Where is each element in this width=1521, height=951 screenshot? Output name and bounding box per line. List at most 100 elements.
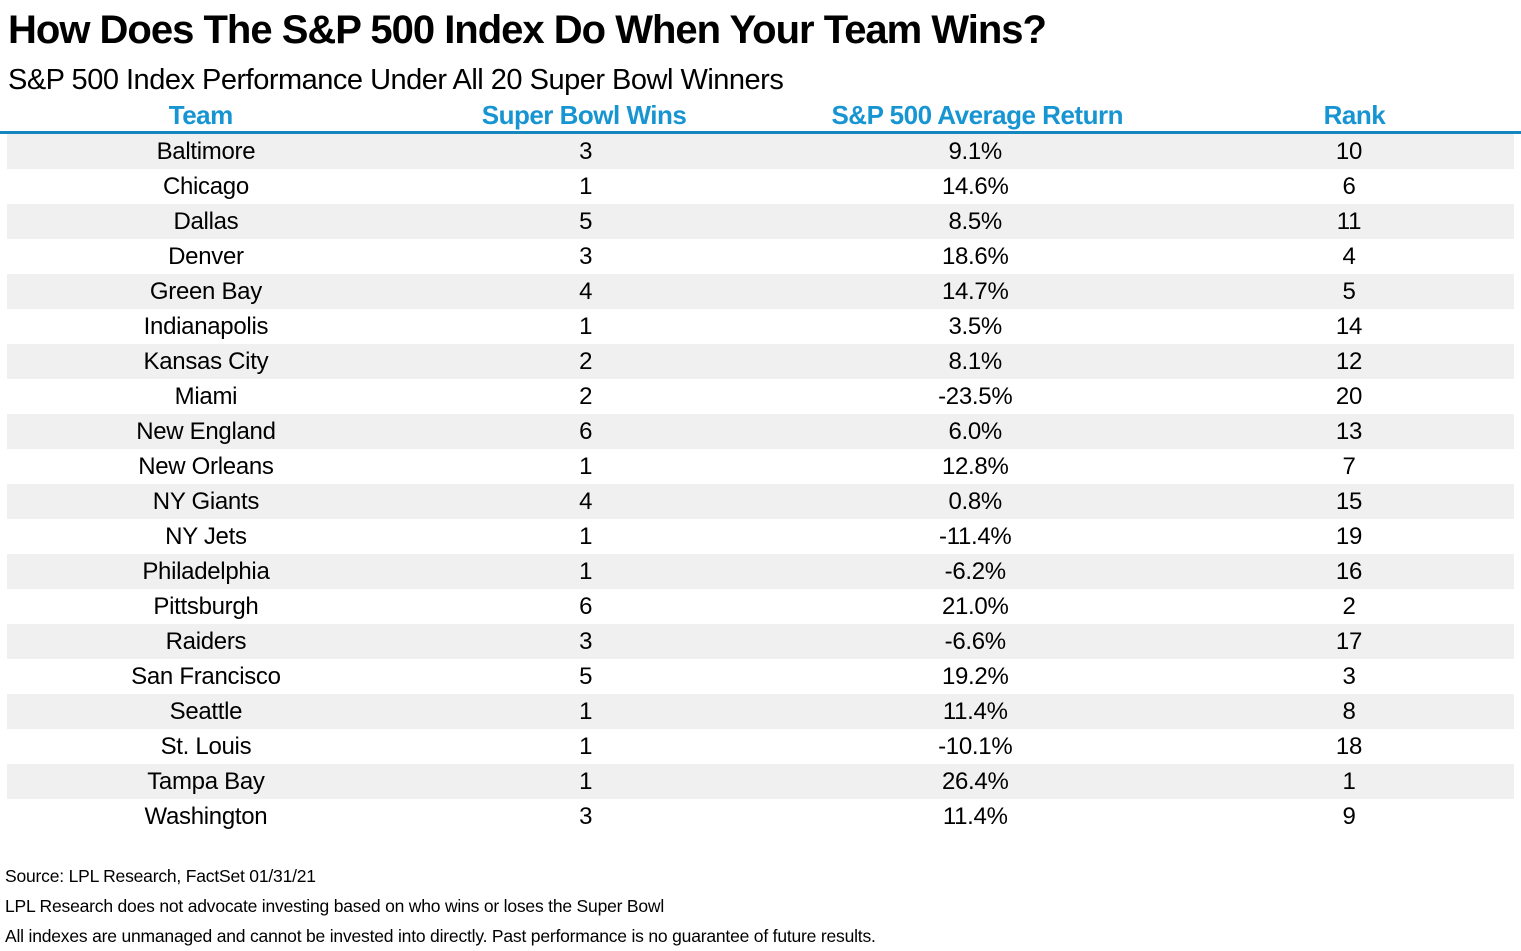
table-cell-team: Chicago [162, 172, 249, 200]
table-cell-team: Green Bay [149, 277, 262, 305]
table-row: New Orleans 1 12.8% 7 [7, 449, 1514, 484]
table-cell-team: Philadelphia [142, 557, 270, 585]
table-cell-wins: 1 [579, 767, 593, 795]
table-cell-team: Dallas [173, 207, 239, 235]
table-cell-team: Pittsburgh [153, 592, 259, 620]
table-row: Miami 2 -23.5% 20 [7, 379, 1514, 414]
table-cell-wins: 5 [579, 207, 593, 235]
table-cell-return: -11.4% [939, 522, 1012, 550]
table-cell-team: NY Giants [152, 487, 260, 515]
table-cell-rank: 10 [1335, 137, 1363, 165]
table-cell-return: -10.1% [938, 732, 1013, 760]
table-row: Green Bay 4 14.7% 5 [7, 274, 1514, 309]
table-row: Tampa Bay 1 26.4% 1 [7, 764, 1514, 799]
table-cell-team: Denver [168, 242, 244, 270]
table-cell-return: 26.4% [941, 767, 1009, 795]
table-cell-rank: 3 [1342, 662, 1356, 690]
header-cell-rank: Rank [1323, 100, 1386, 130]
table-cell-return: 3.5% [948, 312, 1002, 340]
footer-source: Source: LPL Research, FactSet 01/31/21 [5, 866, 316, 886]
table-body: Baltimore 3 9.1% 10 Chicago 1 14.6% 6 Dallas 5 8.5… [0, 134, 1521, 834]
table-cell-wins: 6 [579, 592, 593, 620]
table-cell-return: -23.5% [938, 382, 1013, 410]
table-cell-team: Kansas City [143, 347, 269, 375]
table-row: Chicago 1 14.6% 6 [7, 169, 1514, 204]
table-row: Seattle 1 11.4% 8 [7, 694, 1514, 729]
table-cell-return: 8.5% [948, 207, 1002, 235]
table-cell-wins: 5 [579, 662, 593, 690]
table-cell-team: Tampa Bay [147, 767, 265, 795]
table-row: San Francisco 5 19.2% 3 [7, 659, 1514, 694]
footer-disclaimer-2: All indexes are unmanaged and cannot be … [5, 926, 876, 946]
table-cell-rank: 2 [1342, 592, 1356, 620]
table-cell-rank: 13 [1335, 417, 1363, 445]
table-cell-wins: 1 [579, 557, 593, 585]
header-cell-super-bowl-wins: Super Bowl Wins [481, 100, 687, 130]
table-row: Washington 3 11.4% 9 [7, 799, 1514, 834]
table-cell-rank: 7 [1342, 452, 1356, 480]
table-cell-wins: 2 [579, 382, 593, 410]
table-cell-wins: 1 [579, 522, 593, 550]
table-cell-wins: 1 [579, 172, 593, 200]
table-cell-rank: 14 [1335, 312, 1363, 340]
table-row: St. Louis 1 -10.1% 18 [7, 729, 1514, 764]
header-cell-average-return: S&P 500 Average Return [831, 100, 1123, 130]
table-cell-team: New England [136, 417, 276, 445]
table-row: Denver 3 18.6% 4 [7, 239, 1514, 274]
table-cell-team: Miami [174, 382, 238, 410]
table-row: Baltimore 3 9.1% 10 [7, 134, 1514, 169]
table-cell-wins: 3 [579, 242, 593, 270]
table-cell-team: San Francisco [131, 662, 281, 690]
table-cell-team: Seattle [169, 697, 243, 725]
table-cell-rank: 8 [1342, 697, 1356, 725]
table-cell-return: -6.6% [944, 627, 1007, 655]
table-row: Raiders 3 -6.6% 17 [7, 624, 1514, 659]
table-cell-wins: 4 [579, 277, 593, 305]
table-cell-wins: 2 [579, 347, 593, 375]
table-cell-rank: 6 [1342, 172, 1356, 200]
table-row: Philadelphia 1 -6.2% 16 [7, 554, 1514, 589]
table-cell-wins: 3 [579, 627, 593, 655]
table-cell-rank: 15 [1335, 487, 1363, 515]
table-row: New England 6 6.0% 13 [7, 414, 1514, 449]
footer-disclaimer-1: LPL Research does not advocate investing… [5, 896, 665, 916]
footer: Source: LPL Research, FactSet 01/31/21 L… [5, 861, 1521, 951]
page-subtitle: S&P 500 Index Performance Under All 20 S… [8, 64, 784, 96]
table-row: Pittsburgh 6 21.0% 2 [7, 589, 1514, 624]
table-cell-return: 21.0% [941, 592, 1009, 620]
page-title: How Does The S&P 500 Index Do When Your … [8, 8, 1047, 52]
table-cell-rank: 17 [1335, 627, 1363, 655]
table-cell-team: Raiders [165, 627, 247, 655]
table-cell-rank: 4 [1342, 242, 1356, 270]
table-cell-rank: 11 [1336, 207, 1362, 235]
table-cell-rank: 20 [1335, 382, 1363, 410]
table-cell-team: Washington [144, 802, 268, 830]
table-cell-wins: 1 [579, 697, 593, 725]
page: How Does The S&P 500 Index Do When Your … [0, 7, 1521, 951]
table-cell-return: 0.8% [948, 487, 1002, 515]
table-cell-return: 9.1% [948, 137, 1002, 165]
table-cell-rank: 12 [1335, 347, 1363, 375]
table-header-row: Team Super Bowl Wins S&P 500 Average Ret… [0, 100, 1521, 134]
table-cell-return: 11.4% [942, 802, 1008, 830]
table-cell-team: NY Jets [165, 522, 247, 550]
table-cell-wins: 1 [579, 452, 593, 480]
table-cell-rank: 9 [1342, 802, 1356, 830]
table-cell-team: St. Louis [160, 732, 252, 760]
table-row: NY Jets 1 -11.4% 19 [7, 519, 1514, 554]
table-row: Dallas 5 8.5% 11 [7, 204, 1514, 239]
table-cell-team: Indianapolis [143, 312, 269, 340]
header-cell-team: Team [168, 100, 233, 130]
table-row: Indianapolis 1 3.5% 14 [7, 309, 1514, 344]
table-cell-rank: 18 [1335, 732, 1363, 760]
table-cell-rank: 5 [1342, 277, 1356, 305]
table-cell-wins: 3 [579, 137, 593, 165]
table-row: NY Giants 4 0.8% 15 [7, 484, 1514, 519]
table-cell-wins: 6 [579, 417, 593, 445]
table-cell-return: 14.6% [941, 172, 1009, 200]
table-cell-team: Baltimore [156, 137, 256, 165]
table-cell-return: -6.2% [944, 557, 1007, 585]
table-cell-return: 6.0% [948, 417, 1002, 445]
table-cell-return: 14.7% [941, 277, 1009, 305]
table-row: Kansas City 2 8.1% 12 [7, 344, 1514, 379]
